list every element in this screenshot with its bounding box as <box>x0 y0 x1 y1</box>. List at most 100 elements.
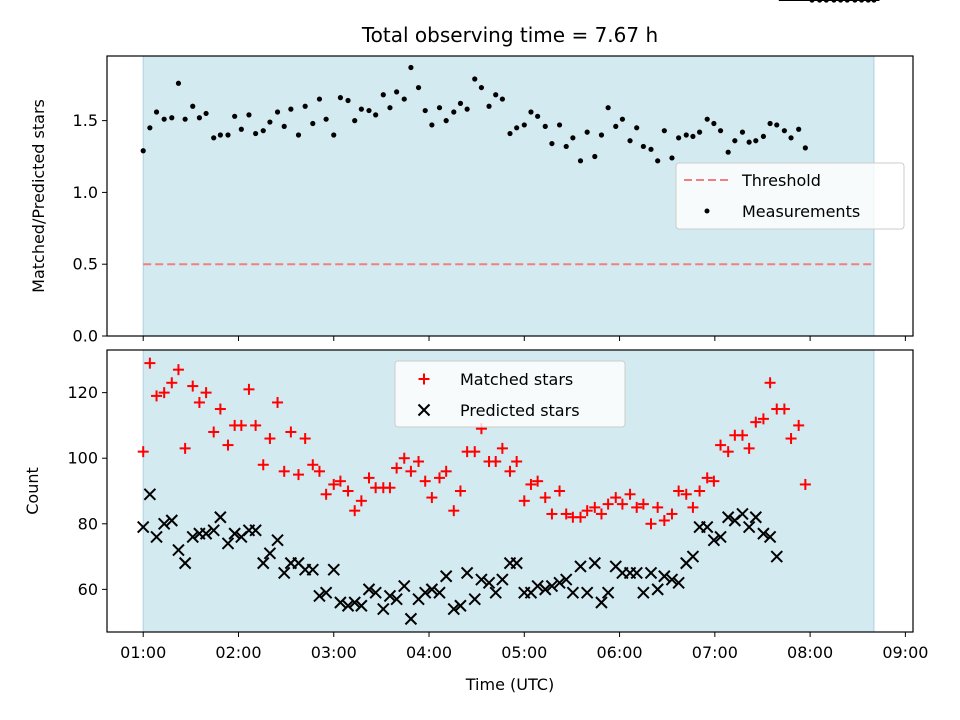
matched-star-point <box>187 380 199 392</box>
measurement-point <box>175 80 182 86</box>
measurement-point <box>238 126 244 132</box>
legend-matched-key <box>418 373 430 385</box>
ratio-panel: 0.0 0.5 1.0 1.5 Matched/Predicted stars Thr… <box>29 0 914 346</box>
measurement-point <box>190 103 196 109</box>
measurement-point <box>584 129 590 135</box>
matched-star-point <box>624 488 636 500</box>
measurements-series <box>140 0 877 164</box>
measurement-point <box>605 105 611 111</box>
predicted-star-point <box>228 527 241 540</box>
matched-star-point <box>320 488 332 500</box>
measurement-point <box>380 92 386 98</box>
measurement-point <box>211 135 217 141</box>
measurement-point <box>161 116 167 122</box>
matched-star-point <box>264 433 276 445</box>
matched-star-point <box>313 465 325 477</box>
measurement-point <box>486 103 492 109</box>
matched-star-point <box>214 403 226 415</box>
matched-star-point <box>525 478 537 490</box>
measurement-point <box>648 146 654 152</box>
matched-star-point <box>560 508 572 520</box>
ratio-y-ticks: 0.0 0.5 1.0 1.5 <box>73 111 107 346</box>
matched-star-point <box>278 465 290 477</box>
y-tick-label: 0.0 <box>73 327 98 346</box>
matched-star-point <box>137 446 149 458</box>
matched-star-point <box>687 501 699 513</box>
predicted-star-point <box>630 566 643 580</box>
legend-measurements-label: Measurements <box>742 202 860 221</box>
measurement-point <box>781 128 787 134</box>
predicted-star-point <box>348 596 361 609</box>
predicted-star-point <box>665 573 679 586</box>
matched-star-point <box>532 475 544 487</box>
matched-star-point <box>363 472 375 484</box>
predicted-star-point <box>178 556 192 570</box>
matched-star-point <box>736 429 748 441</box>
measurement-point <box>281 123 287 129</box>
measurement-point <box>345 97 351 104</box>
time-x-ticks: 01:00 02:00 03:00 04:00 05:00 06:00 07:00 08:00… <box>120 632 928 662</box>
measurement-point <box>352 118 358 124</box>
measurement-point <box>464 106 470 112</box>
measurement-point <box>331 132 337 138</box>
predicted-star-point <box>539 583 552 596</box>
measurement-point <box>366 107 372 114</box>
measurement-point <box>690 133 696 140</box>
measurement-point <box>627 138 633 144</box>
count-legend: Matched stars Predicted stars <box>394 360 626 428</box>
matched-star-point <box>391 462 403 474</box>
measurement-point <box>302 103 308 109</box>
matched-star-point <box>589 501 601 513</box>
predicted-star-point <box>199 527 213 540</box>
measurement-point <box>394 89 400 95</box>
matched-star-point <box>433 472 445 484</box>
legend-matched-marker <box>418 373 430 385</box>
predicted-star-point <box>271 533 284 547</box>
legend-threshold-label: Threshold <box>741 171 821 190</box>
matched-star-point <box>144 357 156 369</box>
predicted-star-point <box>319 586 333 599</box>
legend-frame <box>675 162 905 230</box>
y-tick-label: 100 <box>67 449 98 468</box>
matched-star-point <box>602 498 614 510</box>
measurement-point <box>337 95 344 101</box>
legend-predicted-label: Predicted stars <box>460 401 580 420</box>
measurement-point <box>274 109 281 115</box>
predicted-star-point <box>770 550 783 563</box>
measurement-point <box>592 153 598 160</box>
predicted-star-point <box>763 530 777 544</box>
predicted-star-point <box>531 579 544 593</box>
predicted-star-point <box>377 602 390 616</box>
matched-star-point <box>222 439 234 451</box>
predicted-star-point <box>221 537 235 550</box>
predicted-star-point <box>433 586 446 599</box>
predicted-star-point <box>454 599 467 612</box>
measurement-point <box>655 158 661 164</box>
legend-measurements-key <box>704 208 710 214</box>
matched-star-point <box>715 439 727 451</box>
count-axes-frame <box>106 349 914 633</box>
measurement-point <box>140 148 146 154</box>
matched-star-point <box>235 419 247 431</box>
matched-star-point <box>575 511 587 523</box>
legend-predicted-key <box>417 403 431 417</box>
matched-star-point <box>694 485 706 497</box>
predicted-star-point <box>398 579 411 593</box>
measurement-point <box>640 143 646 150</box>
measurement-point <box>796 126 802 132</box>
matched-star-point <box>384 482 396 494</box>
legend-predicted-marker <box>417 403 431 417</box>
measurement-point <box>528 109 534 115</box>
x-tick-label: 01:00 <box>120 643 166 662</box>
matched-star-point <box>257 459 269 471</box>
matched-star-point <box>426 492 438 504</box>
measurement-point <box>619 116 626 122</box>
measurement-point <box>556 122 563 128</box>
measurement-point <box>310 120 316 127</box>
matched-star-point <box>793 419 805 431</box>
measurement-point <box>260 128 266 134</box>
predicted-star-point <box>186 530 199 544</box>
matched-star-point <box>701 472 713 484</box>
predicted-star-point <box>257 556 270 570</box>
count-y-ticks: 60 80 100 120 <box>67 383 107 599</box>
